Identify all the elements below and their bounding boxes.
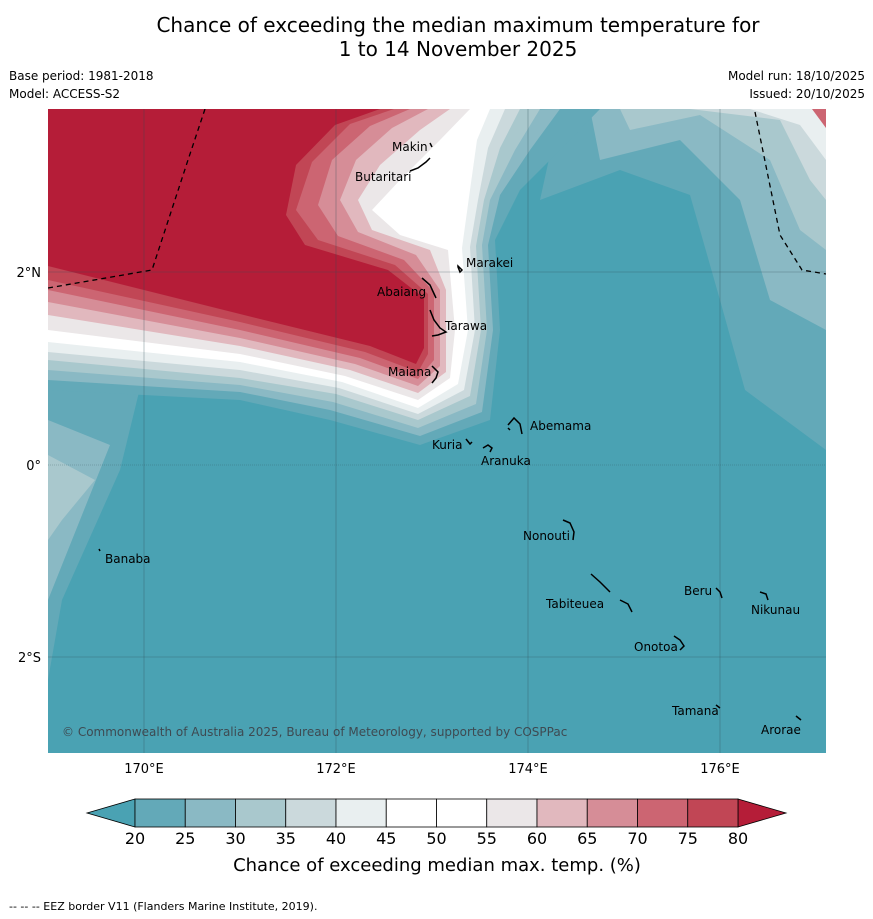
lat-tick-0: 0° bbox=[26, 459, 41, 474]
island-beru bbox=[715, 587, 723, 599]
colorbar-tick-30: 30 bbox=[225, 829, 245, 848]
colorbar-swatch-35 bbox=[285, 798, 337, 828]
colorbar-tick-55: 55 bbox=[477, 829, 497, 848]
field-west-band-35 bbox=[48, 455, 95, 540]
colorbar-tick-65: 65 bbox=[577, 829, 597, 848]
island-kuria bbox=[465, 438, 473, 446]
colorbar-above-arrow bbox=[737, 798, 788, 828]
label-butaritari: Butaritari bbox=[355, 170, 412, 184]
colorbar-swatch-75 bbox=[687, 798, 739, 828]
island-onotoa bbox=[673, 635, 685, 651]
probability-field bbox=[48, 109, 826, 753]
field-above-80 bbox=[48, 109, 424, 364]
label-nikunau: Nikunau bbox=[751, 603, 800, 617]
colorbar-swatch-50 bbox=[436, 798, 488, 828]
label-kuria: Kuria bbox=[432, 438, 463, 452]
label-abaiang: Abaiang bbox=[377, 285, 426, 299]
colorbar-tick-80: 80 bbox=[728, 829, 748, 848]
colorbar-tick-45: 45 bbox=[376, 829, 396, 848]
eez-border bbox=[48, 109, 826, 289]
label-beru: Beru bbox=[684, 584, 712, 598]
island-aranuka bbox=[482, 444, 493, 453]
colorbar-tick-50: 50 bbox=[426, 829, 446, 848]
colorbar-swatch-30 bbox=[235, 798, 287, 828]
colorbar-swatch-20 bbox=[134, 798, 186, 828]
island-butaritari bbox=[409, 157, 431, 172]
graticule bbox=[48, 109, 826, 753]
colorbar-title: Chance of exceeding median max. temp. (%… bbox=[233, 855, 641, 876]
lat-tick-2n: 2°N bbox=[17, 266, 42, 281]
eez-border-east bbox=[754, 111, 826, 275]
model-name: Model: ACCESS-S2 bbox=[9, 87, 121, 101]
colorbar-tick-70: 70 bbox=[627, 829, 647, 848]
field-east-band-45 bbox=[750, 109, 826, 160]
base-period: Base period: 1981-2018 bbox=[9, 69, 154, 83]
island-abemama bbox=[507, 416, 523, 435]
colorbar-swatch-25 bbox=[184, 798, 236, 828]
lat-tick-2s: 2°S bbox=[18, 651, 41, 666]
colorbar-swatch-60 bbox=[536, 798, 588, 828]
label-marakei: Marakei bbox=[466, 256, 513, 270]
island-arorae bbox=[795, 715, 802, 721]
label-aranuka: Aranuka bbox=[481, 454, 531, 468]
island-nikunau bbox=[759, 591, 769, 601]
field-east-band-35 bbox=[620, 109, 826, 250]
lon-tick-176: 176°E bbox=[700, 762, 740, 777]
island-tarawa bbox=[429, 309, 448, 337]
lon-tick-174: 174°E bbox=[508, 762, 548, 777]
issued-date: Issued: 20/10/2025 bbox=[749, 87, 865, 101]
colorbar-tick-20: 20 bbox=[125, 829, 145, 848]
footnote: -- -- -- EEZ border V11 (Flanders Marine… bbox=[9, 900, 318, 913]
field-east-band-30 bbox=[590, 109, 826, 330]
label-arorae: Arorae bbox=[761, 723, 801, 737]
label-tamana: Tamana bbox=[671, 704, 719, 718]
island-banaba bbox=[98, 548, 101, 552]
title-line-1: Chance of exceeding the median maximum t… bbox=[156, 13, 760, 37]
field-northeast-warm bbox=[812, 109, 826, 128]
label-onotoa: Onotoa bbox=[634, 640, 678, 654]
label-abemama: Abemama bbox=[530, 419, 591, 433]
label-banaba: Banaba bbox=[105, 552, 151, 566]
colorbar-tick-75: 75 bbox=[678, 829, 698, 848]
colorbar-tick-60: 60 bbox=[527, 829, 547, 848]
colorbar-tick-40: 40 bbox=[326, 829, 346, 848]
eez-border-west bbox=[48, 109, 206, 289]
islands bbox=[98, 142, 802, 721]
colorbar-swatch-70 bbox=[637, 798, 689, 828]
label-nonouti: Nonouti bbox=[523, 529, 570, 543]
island-makin bbox=[429, 142, 433, 148]
island-tabiteuea bbox=[590, 573, 633, 613]
island-marakei bbox=[457, 264, 464, 274]
colorbar-swatch-55 bbox=[486, 798, 538, 828]
colorbar-tick-25: 25 bbox=[175, 829, 195, 848]
colorbar-swatch-45 bbox=[385, 798, 437, 828]
label-tabiteuea: Tabiteuea bbox=[545, 597, 604, 611]
label-maiana: Maiana bbox=[388, 365, 431, 379]
model-run: Model run: 18/10/2025 bbox=[727, 69, 865, 83]
colorbar-swatch-65 bbox=[586, 798, 638, 828]
lon-tick-172: 172°E bbox=[316, 762, 356, 777]
copyright-notice: © Commonwealth of Australia 2025, Bureau… bbox=[62, 725, 567, 739]
island-nonouti bbox=[562, 519, 575, 541]
colorbar-tick-35: 35 bbox=[276, 829, 296, 848]
label-tarawa: Tarawa bbox=[444, 319, 487, 333]
lon-tick-170: 170°E bbox=[124, 762, 164, 777]
title-line-2: 1 to 14 November 2025 bbox=[338, 37, 578, 61]
colorbar: 20 25 30 35 40 45 50 55 60 65 70 75 80 bbox=[85, 798, 788, 848]
field-east-band-40 bbox=[690, 109, 826, 200]
island-maiana bbox=[431, 365, 439, 384]
colorbar-below-arrow bbox=[85, 798, 136, 828]
island-tamana bbox=[715, 704, 721, 709]
island-abaiang bbox=[421, 277, 437, 299]
label-makin: Makin bbox=[392, 140, 428, 154]
colorbar-swatch-40 bbox=[335, 798, 387, 828]
